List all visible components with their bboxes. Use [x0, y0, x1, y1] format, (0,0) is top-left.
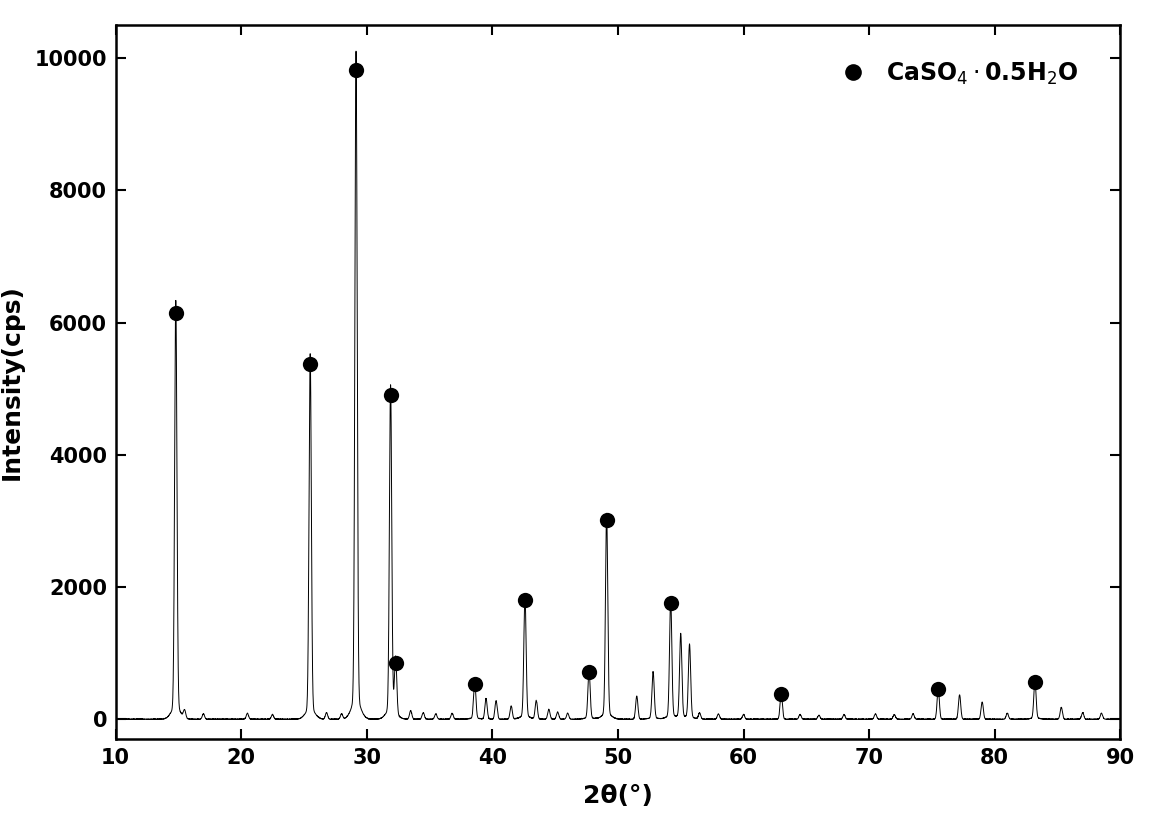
Legend: CaSO$_4\cdot$0.5H$_2$O: CaSO$_4\cdot$0.5H$_2$O	[820, 51, 1088, 97]
Y-axis label: Intensity(cps): Intensity(cps)	[0, 284, 23, 480]
X-axis label: 2θ(°): 2θ(°)	[583, 785, 653, 808]
